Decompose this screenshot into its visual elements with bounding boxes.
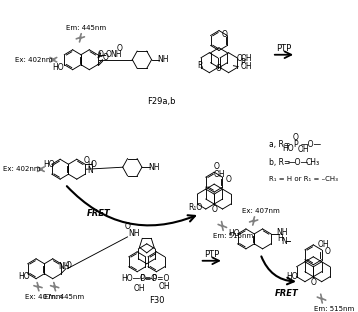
- Text: O: O: [216, 64, 222, 73]
- Text: O: O: [222, 30, 228, 39]
- Text: H: H: [277, 234, 283, 243]
- Text: O: O: [66, 261, 72, 270]
- Text: N: N: [87, 166, 93, 175]
- Text: —O—: —O—: [287, 158, 309, 167]
- Text: O: O: [310, 278, 316, 287]
- Text: HO: HO: [52, 63, 64, 72]
- Text: HO: HO: [43, 160, 54, 169]
- Text: O: O: [325, 247, 331, 256]
- Text: Ex: 407nm: Ex: 407nm: [25, 294, 63, 300]
- Text: O: O: [214, 162, 220, 171]
- Text: Em: 515nm: Em: 515nm: [213, 233, 253, 239]
- Text: Em: 515nm: Em: 515nm: [314, 305, 355, 312]
- Text: O: O: [293, 133, 299, 142]
- Text: O: O: [117, 44, 122, 53]
- Text: FRET: FRET: [275, 289, 298, 298]
- Text: OH: OH: [241, 62, 253, 71]
- Text: O: O: [226, 175, 232, 184]
- Text: P: P: [294, 140, 298, 149]
- Text: O: O: [125, 222, 130, 232]
- Text: HO: HO: [228, 229, 240, 238]
- Text: O: O: [236, 54, 242, 63]
- Text: NH: NH: [158, 55, 169, 64]
- Text: OH: OH: [133, 284, 145, 293]
- Text: H: H: [87, 161, 93, 170]
- Text: HO: HO: [286, 272, 298, 281]
- Text: O: O: [211, 205, 217, 213]
- Text: NH: NH: [129, 229, 140, 238]
- Text: PTP: PTP: [276, 44, 291, 53]
- Text: Ex: 402nm: Ex: 402nm: [3, 166, 40, 172]
- Text: OH: OH: [213, 170, 225, 179]
- Text: OH: OH: [298, 145, 310, 154]
- Text: O: O: [97, 50, 103, 59]
- Text: F30: F30: [149, 296, 164, 305]
- Text: NH: NH: [276, 228, 287, 237]
- Text: Em: 445nm: Em: 445nm: [44, 294, 84, 300]
- Text: O: O: [91, 160, 97, 169]
- Text: —O—: —O—: [301, 140, 322, 149]
- Text: b, R=: b, R=: [269, 158, 290, 167]
- Text: N: N: [281, 237, 287, 246]
- Text: NH: NH: [148, 163, 159, 172]
- Text: CH₃: CH₃: [305, 158, 319, 167]
- Text: NH: NH: [110, 50, 121, 59]
- Text: R₁ = H or R₁ = –CH₃: R₁ = H or R₁ = –CH₃: [269, 176, 338, 182]
- Text: OH: OH: [158, 282, 170, 291]
- Text: Ex: 407nm: Ex: 407nm: [242, 208, 280, 214]
- Text: HO—P=O: HO—P=O: [121, 274, 157, 283]
- Text: R: R: [197, 61, 202, 70]
- Text: NH: NH: [58, 262, 70, 271]
- Text: Em: 445nm: Em: 445nm: [66, 25, 106, 31]
- Text: HO: HO: [282, 144, 294, 153]
- Text: OH: OH: [241, 54, 253, 63]
- Text: O: O: [102, 53, 108, 62]
- Text: O—P=O: O—P=O: [139, 274, 170, 283]
- Text: FRET: FRET: [87, 209, 111, 218]
- Text: R₁O: R₁O: [188, 202, 202, 212]
- Text: OH: OH: [317, 240, 329, 249]
- Text: PTP: PTP: [204, 250, 219, 259]
- Text: P: P: [240, 58, 245, 67]
- Text: HO: HO: [19, 272, 30, 281]
- Text: Ex: 402nm: Ex: 402nm: [15, 57, 53, 63]
- Text: a, R=: a, R=: [269, 140, 290, 149]
- Text: F29a,b: F29a,b: [147, 97, 175, 106]
- Text: O: O: [83, 156, 90, 165]
- Text: O: O: [105, 50, 111, 59]
